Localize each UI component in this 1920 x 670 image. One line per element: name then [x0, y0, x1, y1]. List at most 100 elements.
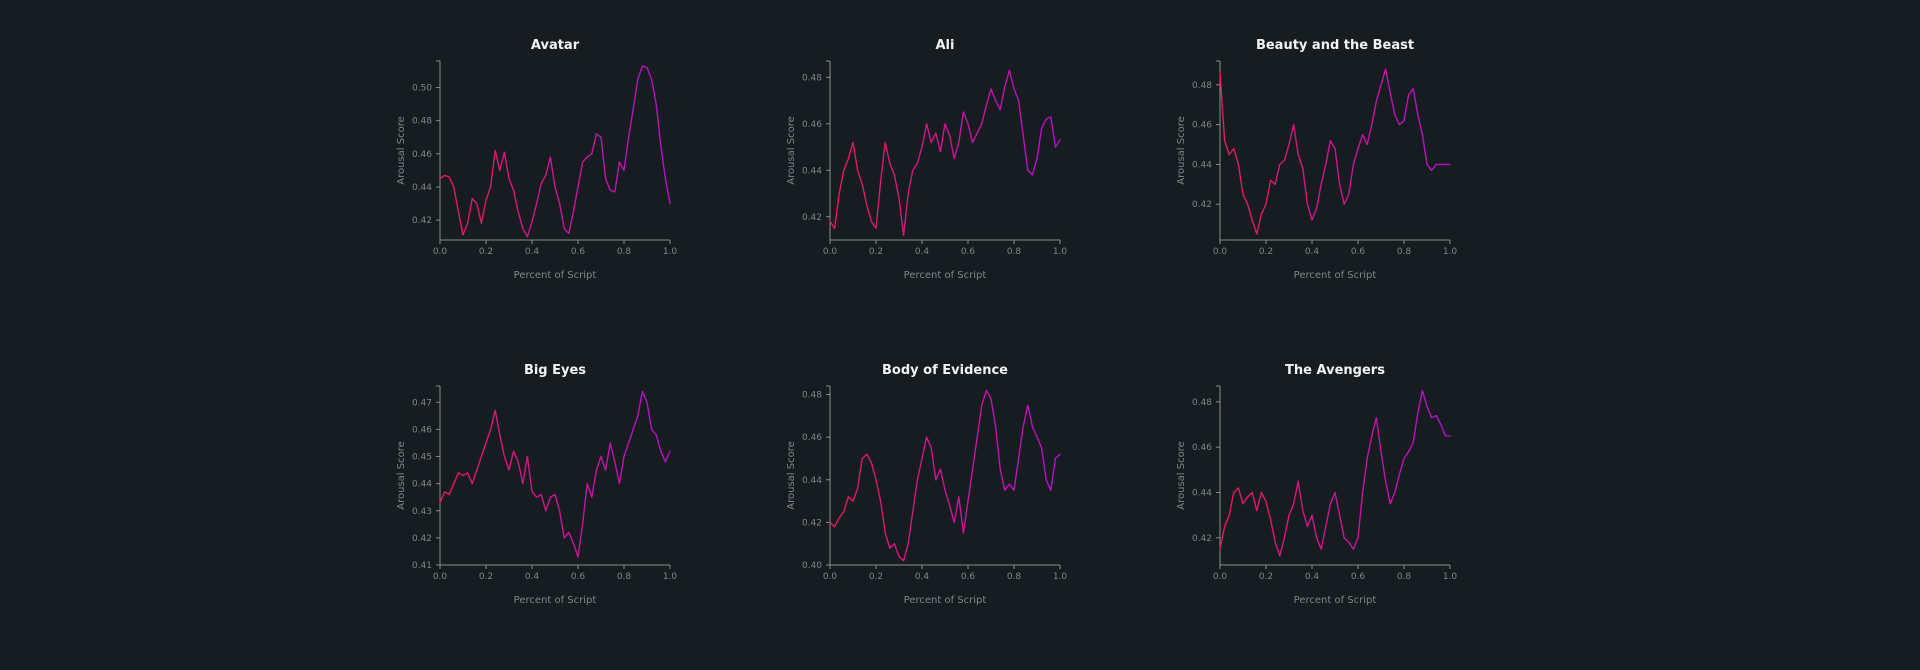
chart-title: Ali: [936, 38, 955, 53]
x-tick-label: 0.4: [1305, 572, 1320, 582]
x-tick-label: 0.2: [869, 572, 883, 582]
y-tick-label: 0.42: [412, 534, 432, 544]
x-tick-label: 1.0: [663, 572, 678, 582]
y-tick-label: 0.44: [1192, 488, 1212, 498]
x-axis-label: Percent of Script: [514, 270, 597, 281]
x-tick-label: 0.8: [1007, 247, 1022, 257]
y-tick-label: 0.42: [412, 216, 432, 226]
y-tick-label: 0.46: [1192, 121, 1212, 131]
x-tick-label: 0.4: [1305, 247, 1320, 257]
x-tick-label: 0.0: [1213, 572, 1228, 582]
line-chart: Ali 0.0 0.2 0.4 0.6 0.8 1.0 0.42 0.44 0.46 0.48 Per…: [786, 38, 1068, 281]
x-axis-label: Percent of Script: [1294, 270, 1377, 281]
chart-panel: Ali 0.0 0.2 0.4 0.6 0.8 1.0 0.42 0.44 0.46 0.48 Per…: [770, 25, 1090, 295]
y-tick-label: 0.42: [1192, 534, 1212, 544]
y-tick-label: 0.45: [412, 453, 432, 463]
line-chart: Body of Evidence 0.0 0.2 0.4 0.6 0.8 1.0 0.40 0.…: [786, 363, 1068, 606]
chart-panel: The Avengers 0.0 0.2 0.4 0.6 0.8 1.0 0.42 0.44 0.…: [1160, 350, 1480, 620]
y-tick-label: 0.48: [802, 391, 822, 401]
series-line: [1219, 389, 1451, 557]
y-tick-label: 0.46: [412, 425, 432, 435]
x-tick-label: 0.8: [617, 572, 632, 582]
y-tick-label: 0.48: [412, 117, 432, 127]
y-tick-label: 0.48: [1192, 398, 1212, 408]
y-tick-label: 0.42: [802, 518, 822, 528]
line-chart: The Avengers 0.0 0.2 0.4 0.6 0.8 1.0 0.42 0.44 0.…: [1176, 363, 1458, 606]
x-tick-label: 0.4: [525, 572, 540, 582]
y-tick-label: 0.44: [1192, 160, 1212, 170]
chart-panel: Body of Evidence 0.0 0.2 0.4 0.6 0.8 1.0 0.40 0.…: [770, 350, 1090, 620]
x-tick-label: 1.0: [1053, 572, 1068, 582]
y-axis-label: Arousal Score: [396, 441, 407, 510]
chart-panel: Big Eyes 0.0 0.2 0.4 0.6 0.8 1.0 0.41 0.42 0.43 0.…: [380, 350, 700, 620]
chart-panel: Avatar 0.0 0.2 0.4 0.6 0.8 1.0 0.42 0.44 0.46 0.48…: [380, 25, 700, 295]
x-axis-label: Percent of Script: [1294, 595, 1377, 606]
x-tick-label: 0.6: [571, 247, 586, 257]
x-tick-label: 0.2: [1259, 247, 1273, 257]
y-tick-label: 0.40: [802, 561, 822, 571]
x-axis-label: Percent of Script: [904, 595, 987, 606]
y-tick-label: 0.46: [802, 433, 822, 443]
x-tick-label: 0.0: [1213, 247, 1228, 257]
y-tick-label: 0.50: [412, 84, 432, 94]
x-tick-label: 0.0: [823, 247, 838, 257]
x-tick-label: 0.4: [915, 247, 930, 257]
line-chart: Beauty and the Beast 0.0 0.2 0.4 0.6 0.8 1.0 0.…: [1176, 38, 1458, 281]
y-axis-label: Arousal Score: [1176, 441, 1187, 510]
x-tick-label: 0.0: [433, 572, 448, 582]
chart-title: Avatar: [531, 38, 580, 53]
series-line: [829, 389, 1061, 562]
x-tick-label: 1.0: [1443, 572, 1458, 582]
chart-title: The Avengers: [1285, 363, 1385, 378]
chart-title: Beauty and the Beast: [1256, 38, 1414, 53]
series-line: [439, 65, 671, 238]
x-tick-label: 1.0: [1053, 247, 1068, 257]
y-tick-label: 0.43: [412, 507, 432, 517]
y-axis-label: Arousal Score: [786, 441, 797, 510]
y-tick-label: 0.44: [802, 166, 822, 176]
y-tick-label: 0.42: [802, 213, 822, 223]
x-tick-label: 0.6: [1351, 572, 1366, 582]
x-tick-label: 0.2: [869, 247, 883, 257]
series-line: [1219, 68, 1451, 235]
y-tick-label: 0.46: [1192, 443, 1212, 453]
series-line: [829, 69, 1061, 237]
y-tick-label: 0.47: [412, 398, 432, 408]
x-axis-label: Percent of Script: [514, 595, 597, 606]
y-tick-label: 0.41: [412, 561, 432, 571]
x-tick-label: 0.4: [915, 572, 930, 582]
x-tick-label: 0.2: [479, 572, 493, 582]
line-chart: Big Eyes 0.0 0.2 0.4 0.6 0.8 1.0 0.41 0.42 0.43 0.…: [396, 363, 678, 606]
x-tick-label: 0.0: [433, 247, 448, 257]
x-tick-label: 0.0: [823, 572, 838, 582]
y-tick-label: 0.42: [1192, 200, 1212, 210]
chart-title: Big Eyes: [524, 363, 586, 378]
x-tick-label: 0.8: [1397, 572, 1412, 582]
series-line: [439, 390, 671, 558]
x-tick-label: 0.6: [961, 572, 976, 582]
y-tick-label: 0.48: [1192, 81, 1212, 91]
x-tick-label: 0.6: [1351, 247, 1366, 257]
y-axis-label: Arousal Score: [786, 116, 797, 185]
y-tick-label: 0.46: [802, 120, 822, 130]
x-axis-label: Percent of Script: [904, 270, 987, 281]
x-tick-label: 0.2: [479, 247, 493, 257]
x-tick-label: 0.6: [961, 247, 976, 257]
y-tick-label: 0.48: [802, 73, 822, 83]
x-tick-label: 0.8: [617, 247, 632, 257]
y-axis-label: Arousal Score: [396, 116, 407, 185]
chart-title: Body of Evidence: [882, 363, 1008, 378]
y-tick-label: 0.44: [412, 183, 432, 193]
line-chart: Avatar 0.0 0.2 0.4 0.6 0.8 1.0 0.42 0.44 0.46 0.48…: [396, 38, 678, 281]
x-tick-label: 0.8: [1397, 247, 1412, 257]
y-tick-label: 0.44: [412, 480, 432, 490]
x-tick-label: 1.0: [663, 247, 678, 257]
x-tick-label: 0.4: [525, 247, 540, 257]
x-tick-label: 0.6: [571, 572, 586, 582]
x-tick-label: 1.0: [1443, 247, 1458, 257]
chart-panel: Beauty and the Beast 0.0 0.2 0.4 0.6 0.8 1.0 0.…: [1160, 25, 1480, 295]
y-tick-label: 0.46: [412, 150, 432, 160]
y-tick-label: 0.44: [802, 476, 822, 486]
x-tick-label: 0.8: [1007, 572, 1022, 582]
